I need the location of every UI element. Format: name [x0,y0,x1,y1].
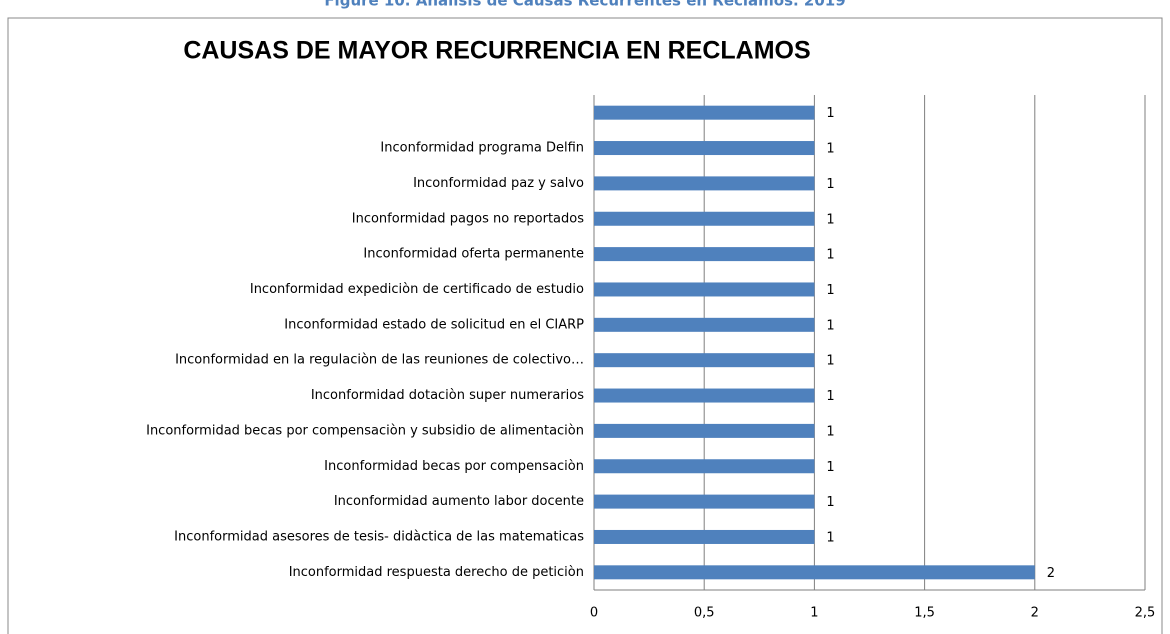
y-tick-label: Inconformidad dotaciòn super numerarios [311,388,584,403]
bar [594,529,815,544]
bar [594,317,815,332]
data-label: 1 [826,318,834,333]
bar [594,353,815,368]
bar [594,141,815,156]
y-tick-label: Inconformidad programa Delfin [380,141,584,156]
bar [594,282,815,297]
data-label: 1 [826,389,834,404]
x-tick-label: 1,5 [914,606,935,621]
bar [594,494,815,509]
chart-title: CAUSAS DE MAYOR RECURRENCIA EN RECLAMOS [183,37,810,65]
y-tick-label: Inconformidad pagos no reportados [352,211,584,226]
y-tick-label: Inconformidad oferta permanente [363,247,584,262]
x-tick-label: 1 [810,606,818,621]
data-label: 1 [826,460,834,475]
data-label: 1 [826,424,834,439]
chart-border [7,17,1163,634]
y-tick-label: Inconformidad estado de solicitud en el … [284,317,584,332]
y-tick-label: Inconformidad becas por compensaciòn y s… [146,423,584,438]
data-label: 1 [826,495,834,510]
bar [594,105,815,120]
bar [594,388,815,403]
x-tick-label: 0,5 [694,606,715,621]
y-tick-label: Inconformidad paz y salvo [413,176,584,191]
x-tick-label: 2,5 [1135,606,1156,621]
y-tick-label: Inconformidad becas por compensaciòn [324,459,584,474]
y-tick-label: Inconformidad respuesta derecho de petic… [289,565,584,580]
bar [594,211,815,226]
y-tick-label: Inconformidad en la regulaciòn de las re… [175,353,584,368]
y-tick-label: Inconformidad asesores de tesis- didàcti… [174,529,584,544]
data-label: 1 [826,248,834,263]
data-label: 1 [826,142,834,157]
data-label: 2 [1047,566,1055,581]
x-tick-label: 2 [1031,606,1039,621]
bar [594,247,815,262]
bar [594,459,815,474]
y-tick-label: Inconformidad aumento labor docente [334,494,584,509]
data-label: 1 [826,283,834,298]
bar [594,176,815,191]
x-tick-label: 0 [590,606,598,621]
y-tick-label: Inconformidad expediciòn de certificado … [250,282,584,297]
caption: Figure 10. Análisis de Causas Recurrente… [324,0,845,10]
data-label: 1 [826,177,834,192]
data-label: 1 [826,530,834,545]
bar [594,423,815,438]
data-label: 1 [826,106,834,121]
bar [594,565,1035,580]
data-label: 1 [826,212,834,227]
data-label: 1 [826,354,834,369]
